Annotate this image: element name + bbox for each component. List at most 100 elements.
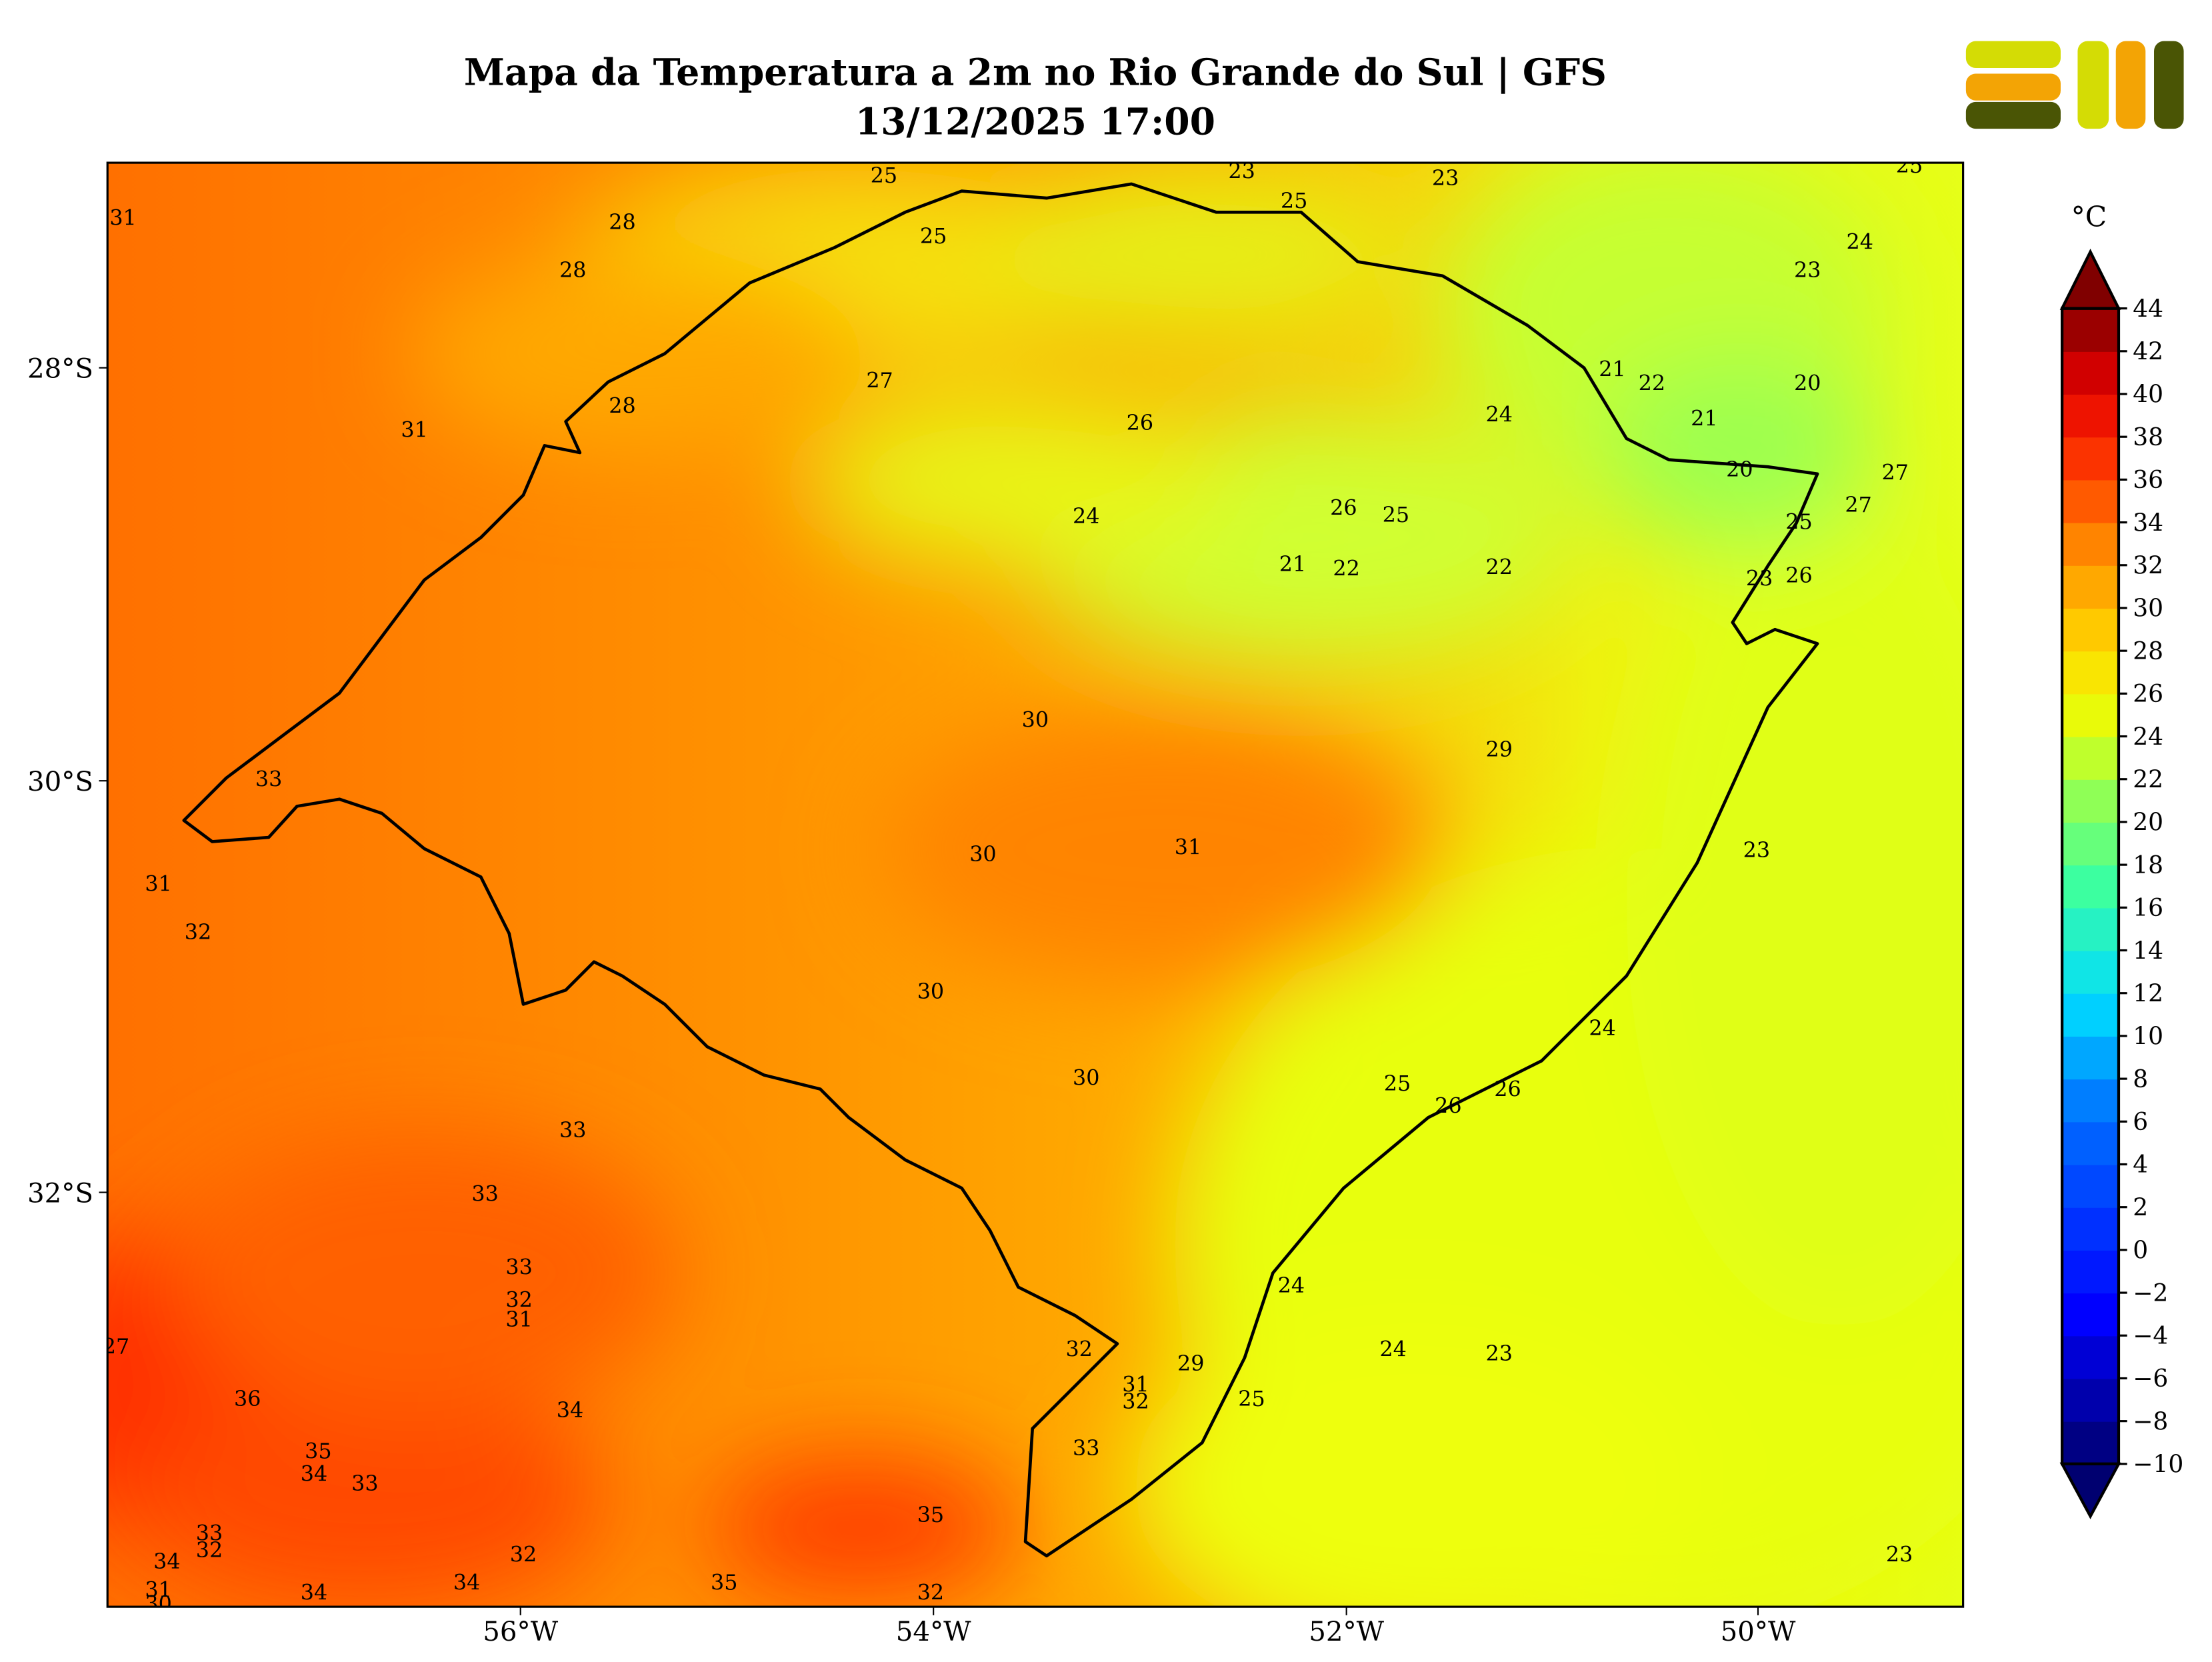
contour-label: 34 [301,1580,327,1605]
contour-label: 25 [1383,502,1409,527]
contour-label: 23 [1886,1541,1913,1567]
contour-label: 30 [969,841,996,867]
contour-label: 21 [1691,406,1717,431]
colorbar-segment [2062,693,2119,737]
contour-label: 22 [1333,556,1359,581]
lat-label-28s: 28°S [27,353,93,385]
colorbar-segment [2062,950,2119,994]
contour-label: 31 [505,1307,532,1332]
colorbar-segment [2062,1335,2119,1379]
contour-label: 32 [917,1580,944,1605]
colorbar-segment [2062,1079,2119,1123]
map-title: Mapa da Temperatura a 2m no Rio Grande d… [464,51,1607,94]
contour-label: 26 [1330,495,1357,520]
contour-label: 27 [103,1333,129,1359]
contour-label: 32 [1065,1337,1092,1362]
colorbar-tick-label: 40 [2133,381,2163,409]
contour-label: 23 [1432,165,1459,191]
contour-label: 33 [196,1520,223,1545]
lat-label-30s: 30°S [27,766,93,797]
colorbar-tick-label: 30 [2133,595,2163,623]
colorbar-segment [2062,651,2119,695]
colorbar-segment [2062,1207,2119,1251]
contour-label: 28 [609,393,635,419]
colorbar-max-extend [2059,249,2121,310]
contour-label: 24 [1073,503,1099,529]
colorbar-segment [2062,1164,2119,1208]
lon-label-56w: 56°W [483,1616,558,1647]
contour-label: 29 [1177,1351,1204,1376]
colorbar: 4442403836343230282624222018161412108642… [2059,249,2183,1519]
colorbar-tick-label: 22 [2133,765,2163,793]
colorbar-frame [2061,307,2121,1465]
contour-label: 23 [1228,158,1255,183]
contour-label: 30 [1022,707,1049,733]
contour-label: 24 [1589,1015,1615,1041]
colorbar-segment [2062,308,2119,352]
contour-label: 25 [1896,153,1923,178]
contour-label: 27 [866,367,893,393]
colorbar-tick-label: 14 [2133,937,2163,965]
colorbar-segment [2062,1035,2119,1080]
colorbar-tick-label: 36 [2133,466,2163,494]
contour-label: 28 [609,209,635,235]
colorbar-segment [2062,351,2119,395]
latitude-labels: 28°S 30°S 32°S [27,353,108,1209]
colorbar-segment [2062,565,2119,609]
contour-label: 21 [1599,356,1625,381]
colorbar-tick-label: 44 [2133,295,2163,323]
contour-label: 28 [559,257,586,283]
colorbar-tick-label: 8 [2133,1065,2148,1093]
colorbar-segment [2062,779,2119,823]
contour-label: 35 [305,1438,331,1463]
colorbar-tick-label: 16 [2133,894,2163,922]
colorbar-tick-label: 24 [2133,723,2163,751]
contour-label: 25 [920,223,947,249]
lat-label-32s: 32°S [27,1177,93,1209]
contour-label: 23 [1746,565,1773,591]
colorbar-tick-label: 20 [2133,809,2163,837]
contour-label: 25 [1238,1386,1265,1411]
colorbar-tick-label: 6 [2133,1108,2148,1136]
contour-label: 29 [1486,737,1513,762]
contour-label: 22 [1639,371,1665,396]
map-frame [106,161,1965,1608]
colorbar-segment [2062,1249,2119,1294]
contour-label: 31 [145,1577,171,1602]
contour-label: 22 [1486,554,1513,579]
logo [1965,41,2184,129]
contour-label: 25 [871,163,897,188]
contour-label: 24 [1847,229,1873,255]
colorbar-segment [2062,479,2119,523]
contour-label: 23 [1486,1341,1513,1366]
colorbar-segment [2062,607,2119,652]
colorbar-tick-label: 12 [2133,979,2163,1007]
contour-label: 35 [917,1502,944,1527]
contour-label: 31 [401,417,427,443]
colorbar-tick-label: −2 [2133,1279,2168,1307]
rs-state-outline [182,182,1819,1558]
colorbar-tick-label: 18 [2133,851,2163,879]
colorbar-segment [2062,736,2119,780]
contour-label: 31 [1122,1372,1149,1397]
contour-label: 27 [1845,492,1871,517]
contour-label: 31 [1175,835,1201,860]
contour-label: 33 [255,767,282,792]
contour-label: 35 [711,1570,737,1595]
colorbar-tick-label: 10 [2133,1023,2163,1051]
colorbar-tick-label: 2 [2133,1193,2148,1221]
contour-label: 31 [145,871,171,897]
contour-label: 20 [1726,457,1753,482]
temperature-field: 31 28 28 25 25 23 25 23 25 24 23 27 28 31 26 21 22 21 20 24… [103,153,1963,1607]
contour-label: 32 [505,1287,532,1312]
colorbar-segment [2062,437,2119,481]
contour-labels: 31 28 28 25 25 23 25 23 25 24 23 27 28 31 26 21 22 21 20 24… [103,153,1923,1607]
contour-label: 33 [1073,1435,1099,1461]
colorbar-segment [2062,1378,2119,1422]
contour-label: 33 [559,1117,586,1143]
contour-label: 36 [234,1386,261,1411]
colorbar-segment [2062,821,2119,866]
contour-label: 30 [1073,1065,1099,1090]
colorbar-tick-label: −6 [2133,1365,2168,1393]
